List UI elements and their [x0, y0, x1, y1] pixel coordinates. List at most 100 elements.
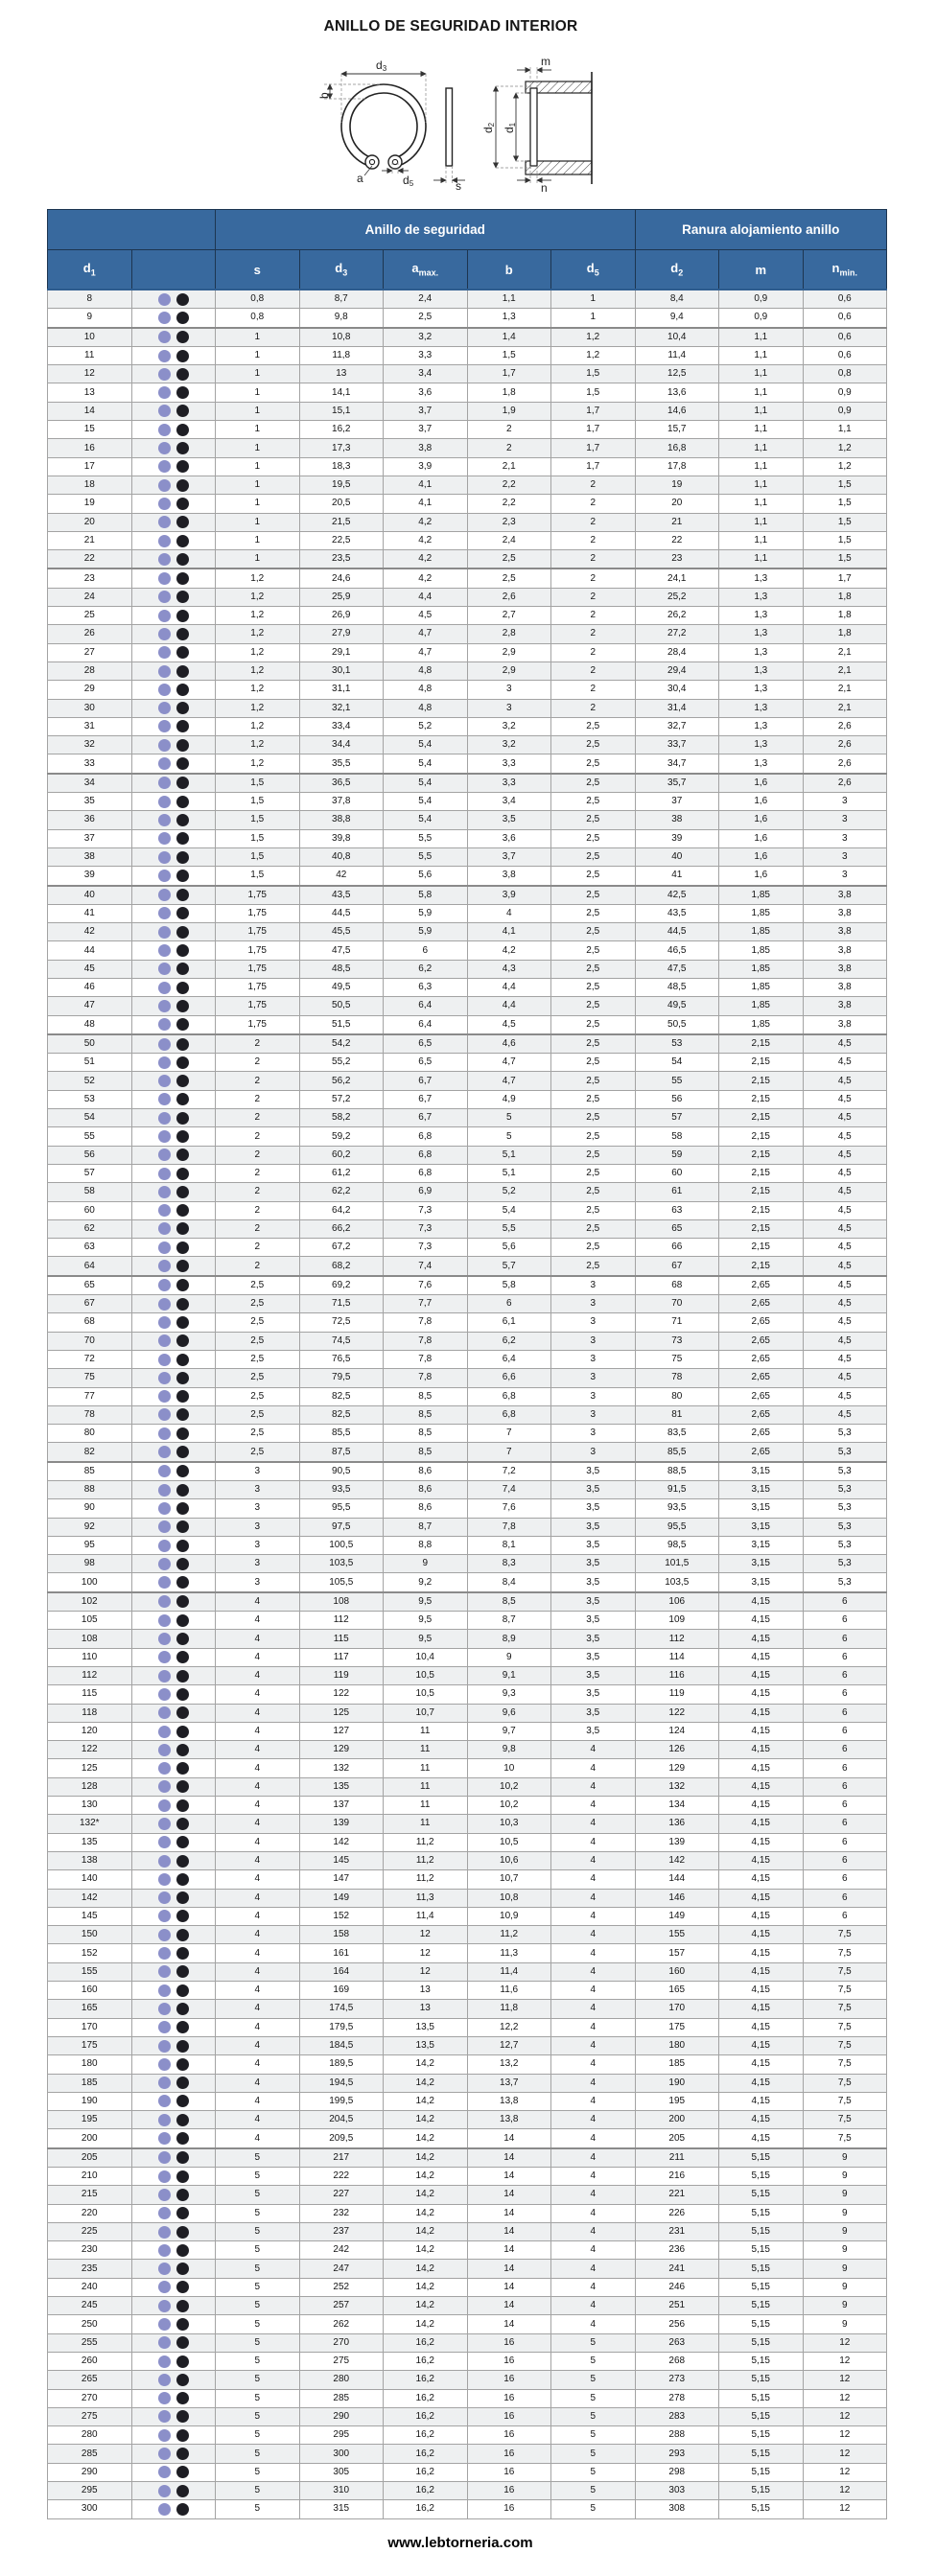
cell-value: 4	[550, 2314, 636, 2334]
cell-value: 1,1	[718, 549, 804, 570]
label-d3: d3	[376, 58, 387, 73]
cell-value: 1	[215, 327, 300, 347]
dot-lavender-icon	[157, 1539, 171, 1552]
dot-black-icon	[176, 1836, 189, 1849]
table-row: 128 4 135 11 10,2 4 132 4,15 6	[47, 1776, 888, 1798]
cell-d1: 22	[47, 549, 132, 570]
cell-value: 1,3	[718, 587, 804, 608]
dots-cell	[130, 364, 216, 384]
cell-value: 4,5	[802, 1108, 888, 1128]
cell-value: 106	[634, 1591, 720, 1613]
dot-black-icon	[176, 1056, 189, 1069]
dots-cell	[130, 1108, 216, 1128]
cell-value: 1,7	[550, 420, 636, 440]
cell-value: 4	[215, 1629, 300, 1649]
cell-value: 2,5	[550, 1163, 636, 1184]
cell-value: 217	[298, 2147, 384, 2168]
cell-d1: 42	[47, 922, 132, 942]
cell-d1: 58	[47, 1182, 132, 1202]
cell-d1: 68	[47, 1312, 132, 1333]
cell-value: 1,85	[718, 996, 804, 1016]
cell-value: 2,5	[550, 1256, 636, 1277]
cell-value: 4,2	[466, 940, 551, 961]
dot-black-icon	[176, 981, 189, 994]
table-row: 63 2 67,2 7,3 5,6 2,5 66 2,15 4,5	[47, 1238, 888, 1258]
dot-lavender-icon	[157, 2057, 171, 2071]
cell-d1: 34	[47, 773, 132, 794]
dot-lavender-icon	[157, 2392, 171, 2405]
table-row: 27 1,2 29,1 4,7 2,9 2 28,4 1,3 2,1	[47, 642, 888, 662]
cell-value: 1,8	[802, 606, 888, 626]
cell-value: 1,3	[718, 661, 804, 682]
table-row: 32 1,2 34,4 5,4 3,2 2,5 33,7 1,3 2,6	[47, 735, 888, 755]
cell-d1: 165	[47, 1999, 132, 2019]
cell-value: 7,5	[802, 2110, 888, 2130]
dot-black-icon	[176, 1520, 189, 1534]
dots-cell	[130, 1349, 216, 1370]
cell-value: 3	[215, 1535, 300, 1556]
cell-d1: 17	[47, 456, 132, 476]
cell-value: 116	[634, 1665, 720, 1686]
cell-value: 6	[802, 1776, 888, 1798]
dot-lavender-icon	[157, 1149, 171, 1162]
cell-value: 6	[383, 940, 468, 961]
cell-value: 13	[383, 1981, 468, 2001]
dot-black-icon	[176, 963, 189, 976]
dots-cell	[130, 308, 216, 329]
cell-d1: 51	[47, 1053, 132, 1073]
dot-lavender-icon	[157, 795, 171, 808]
cell-value: 3,5	[550, 1721, 636, 1742]
cell-value: 25,2	[634, 587, 720, 608]
cell-value: 6,2	[383, 959, 468, 979]
dots-cell	[130, 1424, 216, 1444]
cell-value: 2,2	[466, 494, 551, 514]
cell-value: 27,9	[298, 624, 384, 644]
cell-value: 14,2	[383, 2147, 468, 2168]
dot-black-icon	[176, 2095, 189, 2108]
cell-d1: 210	[47, 2166, 132, 2187]
cell-d1: 65	[47, 1275, 132, 1296]
cell-value: 12	[802, 2444, 888, 2464]
cell-value: 0,6	[802, 345, 888, 366]
cell-value: 5,3	[802, 1554, 888, 1574]
cell-value: 1,1	[802, 420, 888, 440]
cell-value: 85,5	[634, 1442, 720, 1463]
dot-black-icon	[176, 1037, 189, 1051]
cell-value: 1,1	[718, 530, 804, 551]
dots-cell	[130, 2444, 216, 2464]
cell-value: 5,15	[718, 2462, 804, 2483]
dots-cell	[130, 903, 216, 924]
table-row: 30 1,2 32,1 4,8 3 2 31,4 1,3 2,1	[47, 698, 888, 718]
table-row: 165 4 174,5 13 11,8 4 170 4,15 7,5	[47, 1999, 888, 2019]
cell-value: 5	[215, 2240, 300, 2261]
dot-black-icon	[176, 889, 189, 902]
cell-value: 5	[550, 2481, 636, 2501]
label-s: s	[456, 179, 461, 193]
cell-value: 3,8	[802, 977, 888, 998]
cell-value: 12	[802, 2499, 888, 2519]
dot-lavender-icon	[157, 1576, 171, 1590]
dot-lavender-icon	[157, 1222, 171, 1236]
dot-lavender-icon	[157, 1984, 171, 1997]
cell-value: 19	[634, 475, 720, 496]
cell-value: 9,5	[383, 1611, 468, 1631]
cell-value: 27,2	[634, 624, 720, 644]
dot-lavender-icon	[157, 1501, 171, 1515]
cell-value: 268	[634, 2351, 720, 2372]
cell-value: 8,5	[466, 1591, 551, 1613]
table-row: 75 2,5 79,5 7,8 6,6 3 78 2,65 4,5	[47, 1368, 888, 1388]
cell-value: 2,5	[550, 922, 636, 942]
cell-value: 132	[298, 1758, 384, 1778]
table-row: 98 3 103,5 9 8,3 3,5 101,5 3,15 5,3	[47, 1554, 888, 1574]
cell-value: 0,8	[215, 289, 300, 310]
cell-value: 10,2	[466, 1796, 551, 1816]
dots-cell	[130, 327, 216, 347]
cell-value: 26,2	[634, 606, 720, 626]
cell-value: 1,3	[718, 716, 804, 737]
cell-value: 101,5	[634, 1554, 720, 1574]
cell-value: 285	[298, 2388, 384, 2408]
cell-value: 3,8	[802, 922, 888, 942]
cell-value: 0,6	[802, 327, 888, 347]
table-row: 33 1,2 35,5 5,4 3,3 2,5 34,7 1,3 2,6	[47, 754, 888, 775]
cell-value: 11	[383, 1758, 468, 1778]
